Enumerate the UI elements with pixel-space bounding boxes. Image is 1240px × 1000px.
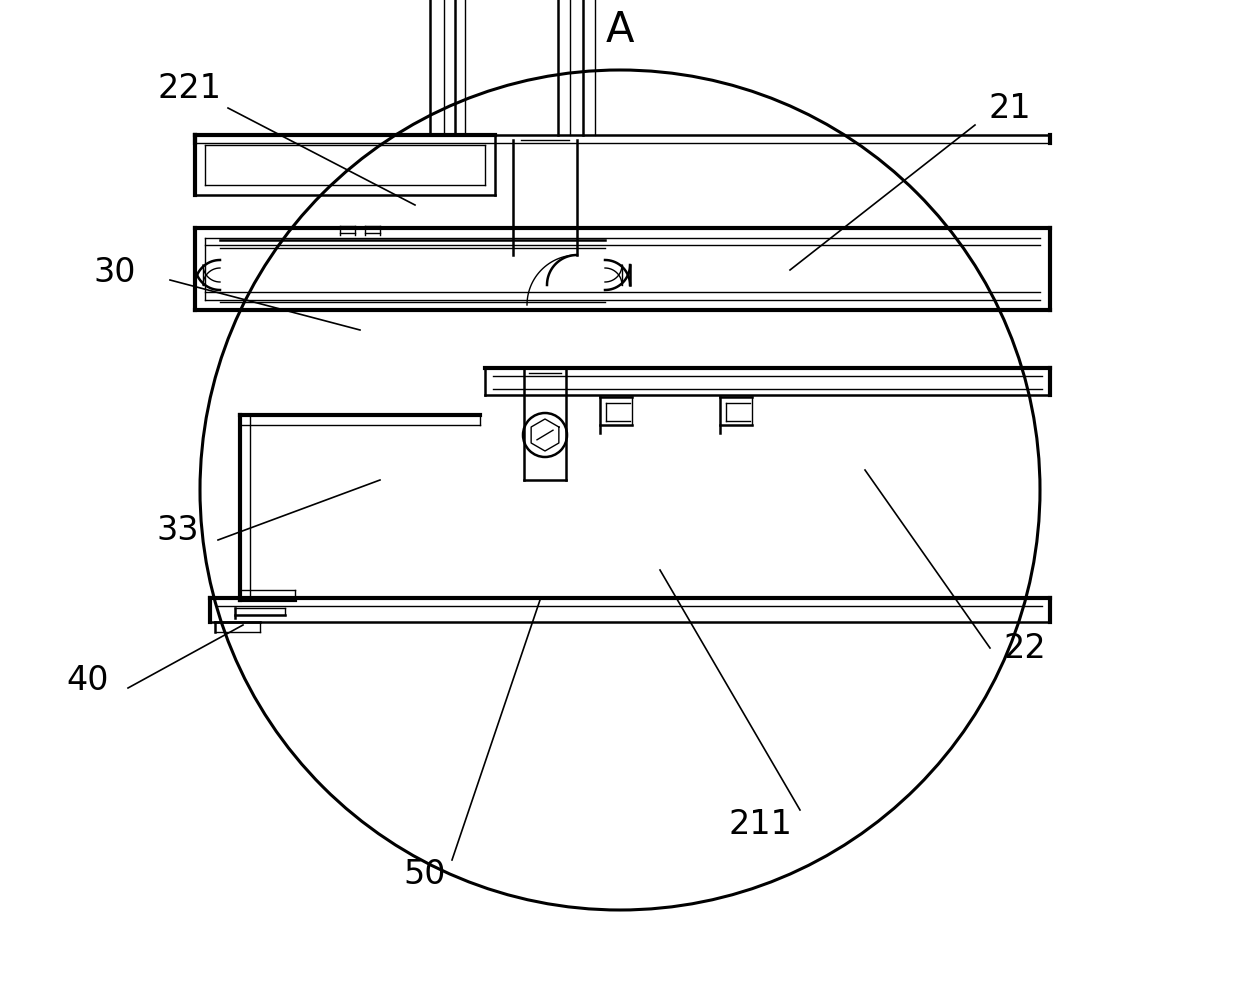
Text: 211: 211 (728, 808, 792, 842)
Text: 21: 21 (988, 92, 1032, 124)
Text: 30: 30 (94, 255, 136, 288)
Text: 50: 50 (404, 858, 446, 892)
Text: 22: 22 (1003, 632, 1047, 664)
Text: 221: 221 (157, 72, 222, 104)
Text: A: A (606, 9, 634, 51)
Text: 40: 40 (67, 664, 109, 696)
Text: 33: 33 (156, 514, 200, 546)
